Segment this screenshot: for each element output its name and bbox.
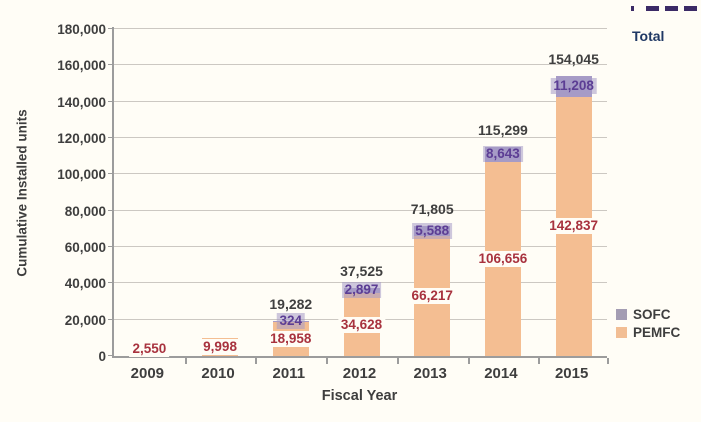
bar-label-total-2011: 19,282 — [269, 295, 313, 312]
legend-total-label: Total — [632, 28, 665, 44]
y-axis-tick-labels: 0 20,000 40,000 60,000 80,000 100,000 120,000 1… — [0, 22, 106, 364]
y-axis-tick — [108, 173, 114, 175]
x-tick-label-2014: 2014 — [484, 365, 518, 382]
y-tick-label: 180,000 — [57, 22, 106, 37]
gridline — [108, 137, 607, 138]
x-tick-label-2013: 2013 — [413, 365, 447, 382]
bar-label-sofc-2015: 11,208 — [550, 78, 597, 95]
y-tick-label: 100,000 — [57, 167, 106, 183]
bar-label-sofc-2013: 5,588 — [412, 222, 453, 239]
sofc-swatch-icon — [616, 308, 627, 320]
x-axis-tick — [467, 358, 470, 364]
x-axis-tick-labels: 2009 2010 2011 2012 2013 2014 2015 — [112, 364, 607, 384]
x-axis-tick — [607, 358, 609, 364]
y-axis-tick — [108, 318, 114, 320]
gridline — [108, 100, 607, 102]
y-axis-tick — [108, 355, 114, 356]
legend-total: Total — [626, 6, 701, 44]
legend-series: SOFC PEMFC — [616, 305, 680, 341]
total-dashed-line-icon — [626, 6, 701, 11]
y-axis-tick — [108, 64, 114, 66]
y-tick-label: 60,000 — [64, 240, 106, 255]
bar-label-total-2013: 71,805 — [410, 200, 454, 217]
legend-label-sofc: SOFC — [633, 306, 671, 322]
y-tick-label: 80,000 — [64, 203, 106, 219]
y-tick-label: 140,000 — [57, 94, 106, 110]
dash — [646, 6, 659, 11]
y-axis-tick — [108, 28, 114, 29]
x-tick-label-2009: 2009 — [130, 365, 165, 382]
bar-label-pemfc-2013: 66,217 — [408, 287, 456, 304]
y-axis-tick — [108, 137, 114, 138]
y-axis-tick — [108, 282, 114, 284]
dash-fragment — [631, 6, 634, 11]
dash — [684, 6, 697, 11]
bar-label-sofc-2012: 2,897 — [341, 282, 382, 299]
bar-label-pemfc-2014: 106,656 — [475, 251, 531, 268]
x-tick-label-2011: 2011 — [272, 365, 306, 382]
legend-item-pemfc: PEMFC — [616, 323, 680, 341]
y-tick-label: 120,000 — [57, 131, 106, 146]
bar-label-sofc-2011: 324 — [276, 313, 306, 330]
plot-area: 2,550 9,998 18,958 324 19,282 34,628 2,897 37,5… — [108, 27, 609, 364]
bar-label-total-2014: 115,299 — [478, 121, 528, 138]
gridline — [108, 209, 607, 211]
y-axis-tick — [108, 100, 114, 102]
x-axis-tick — [184, 358, 187, 364]
gridline — [108, 246, 607, 247]
x-axis-tick — [538, 358, 541, 364]
bar-label-pemfc-2012: 34,628 — [337, 316, 386, 333]
y-tick-label: 40,000 — [64, 276, 106, 292]
y-tick-label: 20,000 — [64, 312, 106, 328]
dash — [665, 6, 678, 11]
bar-label-pemfc-2011: 18,958 — [267, 330, 315, 347]
bar-label-total-2012: 37,525 — [340, 262, 383, 279]
bar-label-sofc-2014: 8,643 — [483, 146, 523, 163]
legend-label-pemfc: PEMFC — [633, 324, 681, 340]
y-tick-label: 160,000 — [57, 58, 106, 74]
bar-label-pemfc-2009: 2,550 — [129, 341, 170, 357]
bar-label-total-2015: 154,045 — [548, 51, 599, 68]
x-tick-label-2010: 2010 — [201, 365, 235, 382]
gridline — [108, 28, 607, 29]
x-tick-label-2012: 2012 — [342, 365, 377, 382]
x-axis-tick — [396, 358, 399, 364]
y-axis-tick — [108, 209, 114, 211]
x-axis-title: Fiscal Year — [321, 388, 398, 404]
x-axis-tick — [255, 358, 258, 364]
pemfc-swatch-icon — [616, 326, 627, 338]
bar-label-pemfc-2010: 9,998 — [200, 338, 240, 355]
bar-label-pemfc-2015: 142,837 — [546, 218, 602, 235]
legend-item-sofc: SOFC — [616, 305, 680, 323]
gridline — [108, 64, 607, 66]
gridline — [108, 173, 607, 175]
x-axis-tick — [326, 358, 329, 364]
y-axis-tick — [108, 246, 114, 247]
y-tick-label: 0 — [98, 349, 106, 364]
x-tick-label-2015: 2015 — [554, 365, 589, 382]
